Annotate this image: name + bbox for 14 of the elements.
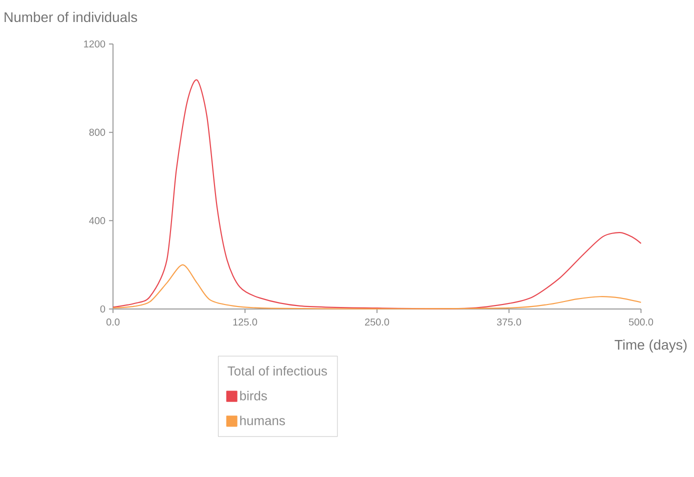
x-tick-label: 375.0	[496, 318, 522, 326]
y-tick-label: 400	[89, 217, 106, 224]
legend-label: humans	[240, 416, 285, 426]
legend-title: Total of infectious	[228, 366, 327, 376]
y-tick-label: 800	[89, 128, 106, 136]
y-tick-label: 1200	[84, 40, 106, 48]
legend-label: birds	[240, 390, 267, 400]
x-tick-label: 250.0	[365, 318, 390, 326]
y-tick-label: 0	[100, 305, 106, 313]
x-tick-label: 500.0	[628, 318, 654, 326]
x-axis-title: Time (days)	[614, 340, 687, 353]
y-axis-title: Number of individuals	[4, 12, 138, 22]
x-tick-label: 0.0	[106, 318, 120, 326]
x-tick-label: 125.0	[233, 318, 258, 326]
